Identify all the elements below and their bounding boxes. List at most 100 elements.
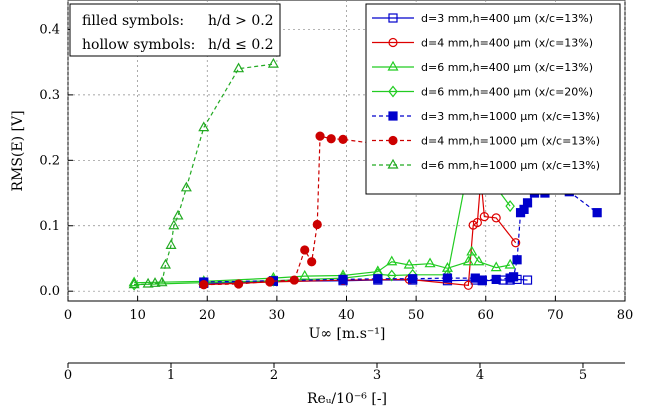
legend-marker [387,158,399,169]
data-point [267,57,279,68]
axes-layer: 0 10 20 30 40 50 60 70 80 0.0 0.1 0.2 0.3 0.4 0 1 2 3 4 5 [39,22,633,383]
annotation-box [69,3,281,57]
y-tick-label: 0.2 [39,153,60,168]
data-point [299,269,311,280]
annotation-line2-right: h/d ≤ 0.2 [208,37,274,53]
legend-box [365,3,621,195]
data-point [504,258,516,269]
series-5 [199,187,602,287]
data-point [180,181,192,192]
data-point [462,255,474,266]
legend-label: d=6 mm,h=400 µm (x/c=13%) [421,61,593,74]
legend-label: d=4 mm,h=400 µm (x/c=13%) [421,37,593,50]
annotation-line1-left: filled symbols: [82,13,184,29]
symbol-annotation: filled symbols: h/d > 0.2 hollow symbols… [69,3,281,57]
data-point [473,255,485,266]
data-point [479,211,489,222]
x-tick-label: 30 [269,308,286,323]
data-point [326,134,336,144]
legend-label: d=3 mm,h=400 µm (x/c=13%) [421,12,593,25]
x-tick-label: 50 [408,308,425,323]
data-point [172,209,184,220]
x-tick-label: 80 [617,308,634,323]
series-7 [128,57,279,289]
legend-marker [388,111,398,121]
x2-tick-label: 4 [476,368,484,383]
series-3 [128,245,516,287]
data-point [129,278,139,291]
annotation-line2-left: hollow symbols: [82,37,195,53]
data-point [233,279,244,289]
legend-entry: d=6 mm,h=1000 µm (x/c=13%) [372,158,600,172]
legend-marker [388,13,398,23]
data-point [168,219,180,230]
data-point [307,257,317,267]
x2-tick-label: 0 [64,368,72,383]
annotation-line1-right: h/d > 0.2 [208,13,274,29]
data-point [442,273,453,283]
data-point [441,262,453,272]
x2-axis-title: Reᵤ/10⁻⁶ [-] [307,391,387,407]
data-point [142,277,154,288]
y-axis-title: RMS(E) [V] [10,110,26,191]
data-point [424,257,436,268]
data-point [512,255,522,265]
data-point [149,277,161,287]
data-point [408,274,418,284]
data-point [491,274,501,285]
legend-label: d=6 mm,h=1000 µm (x/c=13%) [421,159,600,172]
data-point [159,258,172,269]
legend-marker [388,85,398,98]
x2-tick-label: 3 [373,368,381,383]
legend-entry: d=4 mm,h=1000 µm (x/c=13%) [372,135,600,148]
x2-tick-label: 5 [579,368,587,383]
series-line [203,178,517,286]
y-tick-label: 0.3 [39,88,60,103]
data-point [477,275,487,285]
x-tick-label: 60 [477,308,494,323]
legend: d=3 mm,h=400 µm (x/c=13%) d=4 mm,h=400 µm… [365,3,621,195]
legend-entry: d=3 mm,h=400 µm (x/c=13%) [372,12,593,25]
x2-tick-label: 2 [270,368,278,383]
data-point [491,213,501,223]
data-point [265,276,275,286]
data-point [373,274,383,284]
data-point [312,219,322,230]
y-tick-label: 0.1 [39,219,60,234]
data-point [198,121,210,132]
data-point [128,278,140,289]
legend-marker [387,60,399,71]
data-point [315,131,325,141]
legend-label: d=6 mm,h=400 µm (x/c=20%) [421,86,593,99]
x-tick-label: 70 [547,308,564,323]
data-point [463,280,473,290]
x2-tick-label: 1 [167,368,175,383]
data-point [199,280,209,290]
legend-label: d=3 mm,h=1000 µm (x/c=13%) [421,110,600,123]
data-point [386,269,397,282]
data-point [466,245,478,256]
data-point [233,62,245,73]
x-tick-label: 0 [64,308,72,323]
data-point [338,134,348,144]
legend-label: d=4 mm,h=1000 µm (x/c=13%) [421,135,600,148]
data-point [386,255,398,266]
data-point [490,261,502,272]
legend-marker [388,37,398,48]
y-tick-label: 0.0 [39,284,60,299]
data-point [289,275,299,285]
legend-entry: d=4 mm,h=400 µm (x/c=13%) [372,37,593,50]
data-point [522,198,533,208]
data-point [592,208,602,218]
data-point [511,238,521,248]
data-point [509,272,519,282]
legend-entry: d=6 mm,h=400 µm (x/c=13%) [372,60,593,74]
data-point [165,239,177,249]
x-tick-label: 10 [129,308,146,323]
y-tick-label: 0.4 [39,22,60,37]
x-tick-label: 20 [199,308,216,323]
legend-marker [388,135,398,146]
data-point [403,258,415,269]
data-point [522,275,533,285]
